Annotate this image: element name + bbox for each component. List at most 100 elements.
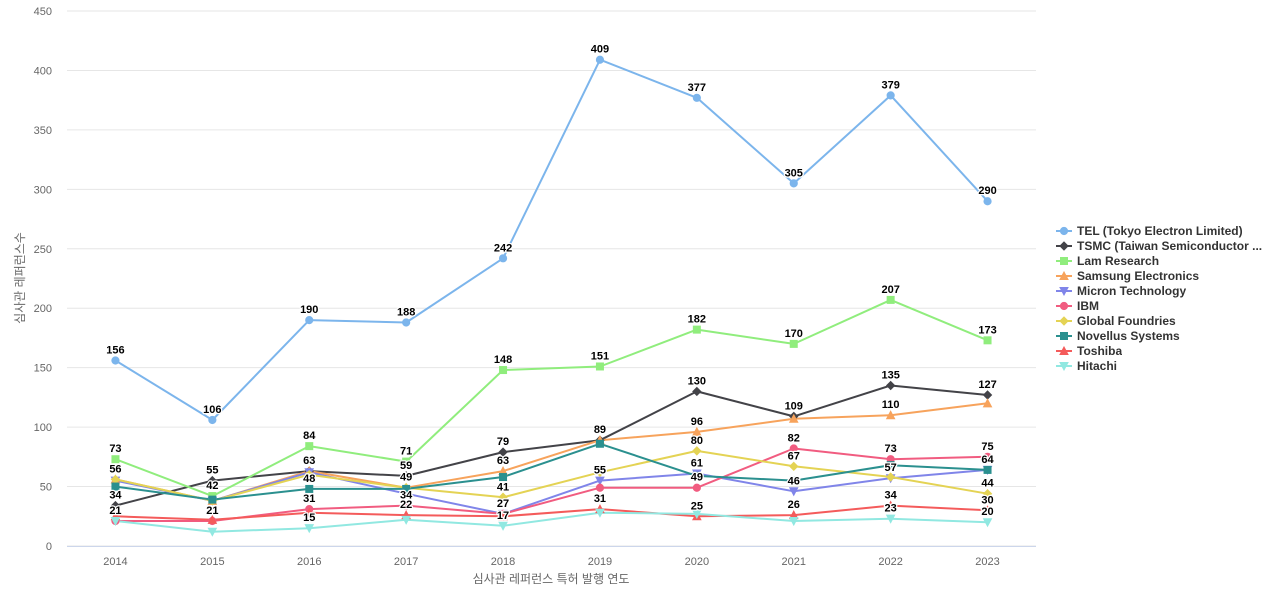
legend-marker [1059,315,1069,326]
legend-symbol [1056,315,1072,326]
data-point [110,500,121,511]
legend-item[interactable]: Global Foundries [1056,313,1276,328]
data-labels: 156 106 190 188 242 409 377 305 379 290 34 55 63 59 79… [105,42,998,525]
series-line[interactable] [114,58,989,421]
data-label: 170 [785,328,803,340]
data-label: 27 [497,498,509,510]
data-label: 135 [881,370,899,382]
legend: TEL (Tokyo Electron Limited) TSMC (Taiwan… [1056,223,1276,373]
data-point [111,482,120,491]
series-line[interactable] [114,442,989,501]
data-label: 22 [400,499,412,511]
legend-item[interactable]: Toshiba [1056,343,1276,358]
data-point [595,508,605,518]
legend-marker [1059,240,1069,251]
data-point [692,93,701,102]
data-label: 242 [494,242,512,254]
data-label: 55 [594,465,606,477]
data-point [983,197,992,206]
legend-item[interactable]: Micron Technology [1056,283,1276,298]
data-label: 42 [206,480,218,492]
data-label: 57 [885,462,897,474]
legend-item[interactable]: TSMC (Taiwan Semiconductor ... [1056,238,1276,253]
legend-item[interactable]: Samsung Electronics [1056,268,1276,283]
legend-marker [1059,286,1069,296]
data-label: 55 [206,465,218,477]
data-label: 182 [688,314,706,326]
legend-marker [1060,331,1068,340]
data-label: 56 [109,463,121,475]
legend-item[interactable]: Novellus Systems [1056,328,1276,343]
data-label: 379 [881,79,899,91]
legend-item[interactable]: IBM [1056,298,1276,313]
data-point [789,461,799,472]
legend-label: IBM [1077,298,1099,313]
y-tick-label: 400 [34,65,52,77]
series-line[interactable] [114,449,989,502]
data-label: 110 [882,399,900,411]
series-line[interactable] [114,384,989,507]
legend-item[interactable]: TEL (Tokyo Electron Limited) [1056,223,1276,238]
legend-symbol [1056,345,1072,355]
data-label: 173 [978,324,996,336]
data-label: 290 [978,185,996,197]
data-label: 21 [109,505,121,517]
data-label: 26 [788,499,800,511]
data-point [110,517,121,527]
data-label: 71 [400,446,412,458]
data-label: 34 [885,490,898,502]
y-axis-title: 심사관 레퍼런스수 [13,232,27,324]
data-point [595,467,605,477]
legend-marker [1059,345,1069,355]
legend-marker [1059,301,1069,310]
data-label: 59 [400,460,412,472]
x-tick-label: 2016 [297,556,321,568]
data-label: 84 [303,430,316,442]
data-point [789,179,798,188]
data-point [208,495,217,504]
data-point [886,461,895,470]
x-tick-label: 2017 [394,556,418,568]
y-tick-label: 50 [40,482,52,494]
x-axis-title: 심사관 레퍼런스 특허 발행 연도 [473,571,630,586]
x-tick-label: 2023 [975,556,999,568]
data-label: 96 [691,416,703,428]
data-point [595,476,605,486]
y-tick-label: 350 [34,125,52,137]
legend-label: Novellus Systems [1077,328,1180,343]
data-point [885,380,896,391]
data-point [305,442,314,451]
data-point [982,505,993,515]
data-point [499,473,508,482]
series-line[interactable] [114,447,989,522]
series-line[interactable] [114,504,989,521]
data-label: 73 [109,443,121,455]
data-point [111,356,120,365]
data-label: 190 [300,304,318,316]
data-label: 127 [978,379,996,391]
data-label: 64 [981,454,994,466]
data-label: 109 [785,400,803,412]
data-point [885,500,896,510]
data-label: 31 [303,493,315,505]
y-tick-label: 450 [34,6,52,18]
data-point [982,390,993,400]
data-point [402,457,411,466]
data-label: 44 [981,478,994,490]
series-line[interactable] [114,468,989,515]
legend-label: Hitachi [1077,358,1118,373]
data-point [983,452,992,461]
x-tick-label: 2020 [685,556,709,568]
data-label: 21 [206,505,218,517]
legend-item[interactable]: Lam Research [1056,253,1276,268]
data-label: 48 [303,473,315,485]
series-line[interactable] [114,511,989,533]
data-point [401,515,411,525]
data-point [788,487,799,497]
data-label: 63 [497,455,509,467]
data-point [692,483,701,492]
data-point [207,514,218,524]
data-label: 67 [788,450,800,462]
legend-item[interactable]: Hitachi [1056,358,1276,373]
series-line[interactable] [114,298,989,498]
